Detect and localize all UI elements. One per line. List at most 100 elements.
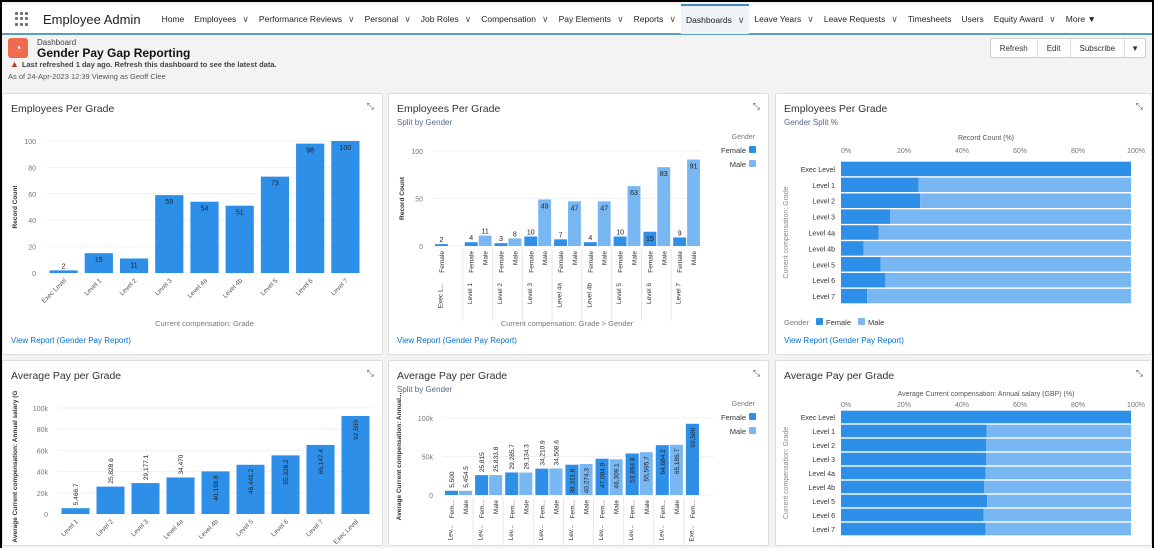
bar-female[interactable] <box>841 161 1131 177</box>
chevron-down-icon[interactable]: ∨ <box>807 13 814 24</box>
bar-female[interactable] <box>625 453 639 495</box>
bar-female[interactable] <box>841 508 984 522</box>
bar-male[interactable] <box>459 490 473 495</box>
bar-female[interactable] <box>565 464 579 495</box>
view-report-link[interactable]: View Report (Gender Pay Report) <box>784 336 904 345</box>
bar-female[interactable] <box>841 480 985 494</box>
chevron-down-icon[interactable]: ∨ <box>617 13 624 24</box>
bar-male[interactable] <box>579 463 593 495</box>
edit-button[interactable]: Edit <box>1038 39 1071 57</box>
bar[interactable] <box>49 270 78 273</box>
bar[interactable] <box>119 258 149 273</box>
bar-male[interactable] <box>519 472 533 495</box>
bar-female[interactable] <box>841 177 919 193</box>
bar[interactable] <box>341 415 370 514</box>
bar[interactable] <box>306 444 335 514</box>
more-actions-button[interactable]: ▼ <box>1131 43 1139 53</box>
bar-female[interactable] <box>494 243 508 246</box>
bar-male[interactable] <box>609 459 623 495</box>
chevron-down-icon[interactable]: ∨ <box>464 13 472 24</box>
bar-male[interactable] <box>920 193 1131 208</box>
bar-female[interactable] <box>841 225 879 240</box>
nav-item-compensation[interactable]: Compensation ∨ <box>476 4 553 34</box>
bar-female[interactable] <box>841 272 886 288</box>
bar-female[interactable] <box>464 242 478 246</box>
bar-male[interactable] <box>478 235 492 246</box>
bar-male[interactable] <box>538 199 552 246</box>
bar-male[interactable] <box>549 468 563 495</box>
bar-female[interactable] <box>613 236 627 247</box>
bar-male[interactable] <box>880 257 1131 272</box>
bar-male[interactable] <box>489 475 503 495</box>
bar-female[interactable] <box>435 244 448 246</box>
nav-item-home[interactable]: Home <box>157 4 190 34</box>
bar-male[interactable] <box>639 452 653 495</box>
nav-item-employees[interactable]: Employees ∨ <box>189 4 254 34</box>
bar[interactable] <box>166 477 195 514</box>
chevron-down-icon[interactable]: ∨ <box>348 13 355 24</box>
bar-female[interactable] <box>535 468 549 495</box>
bar-female[interactable] <box>583 242 597 246</box>
bar-male[interactable] <box>987 494 1131 508</box>
bar-male[interactable] <box>627 186 641 246</box>
bar[interactable] <box>96 486 125 514</box>
chevron-down-icon[interactable]: ∨ <box>542 13 549 24</box>
bar[interactable] <box>61 508 90 514</box>
bar-female[interactable] <box>841 452 987 466</box>
view-report-link[interactable]: View Report (Gender Pay Report) <box>11 336 131 345</box>
bar[interactable] <box>271 455 300 514</box>
bar-female[interactable] <box>643 231 657 246</box>
bar[interactable] <box>84 253 113 273</box>
bar-male[interactable] <box>986 452 1131 466</box>
bar[interactable] <box>260 176 290 273</box>
bar-male[interactable] <box>687 159 700 246</box>
expand-icon[interactable]: ⤡ <box>366 368 374 378</box>
bar-female[interactable] <box>841 257 881 272</box>
bar-female[interactable] <box>841 193 921 208</box>
nav-item-equity-award[interactable]: Equity Award ∨ <box>989 4 1061 34</box>
bar-male[interactable] <box>568 201 581 246</box>
bar-female[interactable] <box>841 438 986 452</box>
app-launcher-icon[interactable] <box>15 12 29 26</box>
bar-male[interactable] <box>669 444 683 495</box>
bar-female[interactable] <box>841 522 986 536</box>
bar-male[interactable] <box>985 466 1131 480</box>
nav-item-timesheets[interactable]: Timesheets <box>903 4 957 34</box>
view-report-link[interactable]: View Report (Gender Pay Report) <box>397 336 517 345</box>
chevron-down-icon[interactable]: ∨ <box>669 13 677 24</box>
bar-male[interactable] <box>983 508 1131 522</box>
bar-male[interactable] <box>985 522 1131 536</box>
bar[interactable] <box>131 483 160 514</box>
expand-icon[interactable]: ⤡ <box>752 101 760 111</box>
bar-female[interactable] <box>841 410 1131 424</box>
nav-item-users[interactable]: Users <box>957 4 989 34</box>
bar-female[interactable] <box>445 490 459 495</box>
bar[interactable] <box>225 205 254 273</box>
chevron-down-icon[interactable]: ∨ <box>242 13 249 24</box>
bar-female[interactable] <box>673 237 687 246</box>
nav-item-performance-reviews[interactable]: Performance Reviews ∨ <box>254 4 360 34</box>
chevron-down-icon[interactable]: ∨ <box>1049 13 1056 24</box>
bar-female[interactable] <box>655 445 669 495</box>
nav-item-dashboards[interactable]: Dashboards ∨ <box>681 4 750 34</box>
bar[interactable] <box>201 471 230 514</box>
nav-item-leave-requests[interactable]: Leave Requests ∨ <box>819 4 903 34</box>
bar-male[interactable] <box>657 167 671 246</box>
bar-male[interactable] <box>508 238 522 246</box>
bar-male[interactable] <box>885 272 1131 288</box>
chevron-down-icon[interactable]: ∨ <box>404 13 411 24</box>
nav-item-more[interactable]: More ▼ <box>1061 4 1101 34</box>
expand-icon[interactable]: ⤡ <box>1135 368 1143 378</box>
bar-female[interactable] <box>841 241 864 256</box>
bar-female[interactable] <box>505 472 519 495</box>
bar-male[interactable] <box>878 225 1131 240</box>
chevron-down-icon[interactable]: ∨ <box>737 14 745 25</box>
bar[interactable] <box>236 464 265 514</box>
bar-male[interactable] <box>597 201 611 246</box>
bar-male[interactable] <box>867 288 1131 304</box>
nav-item-reports[interactable]: Reports ∨ <box>629 4 681 34</box>
bar-female[interactable] <box>841 424 987 438</box>
expand-icon[interactable]: ⤡ <box>366 101 374 111</box>
expand-icon[interactable]: ⤡ <box>752 368 760 378</box>
bar-male[interactable] <box>986 424 1131 438</box>
